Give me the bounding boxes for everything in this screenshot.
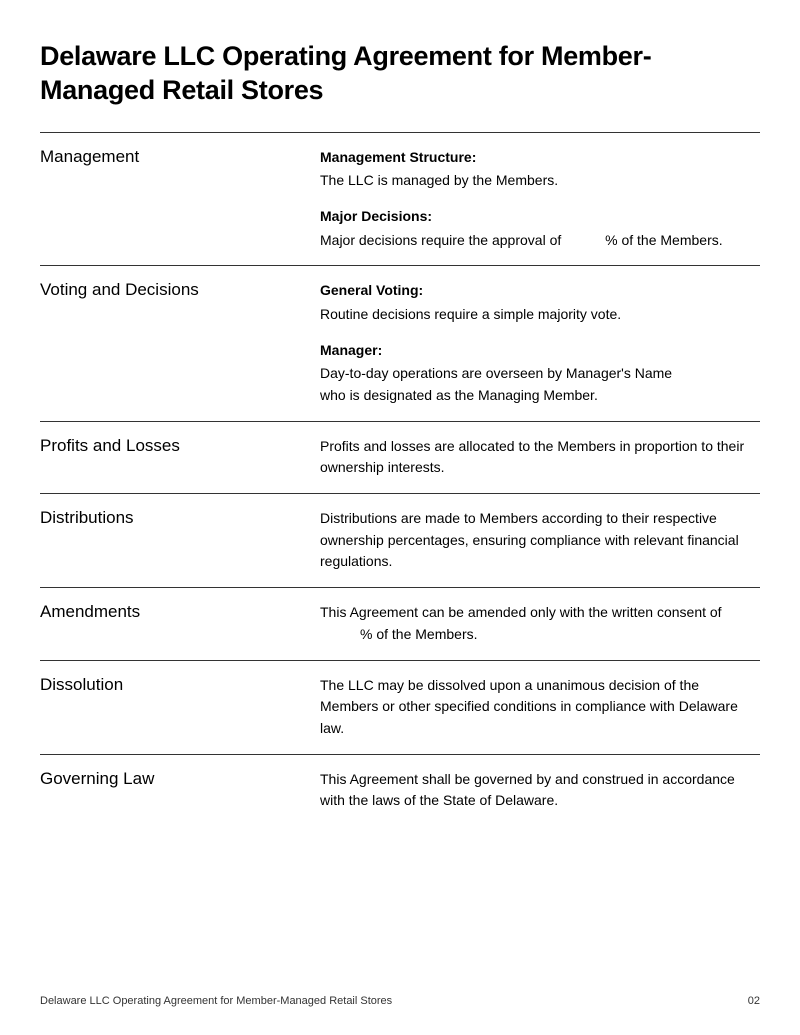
page-title: Delaware LLC Operating Agreement for Mem…	[40, 40, 760, 108]
body-text: Routine decisions require a simple major…	[320, 304, 760, 326]
subheading: Major Decisions:	[320, 206, 760, 228]
body-text: The LLC may be dissolved upon a unanimou…	[320, 675, 760, 740]
subsection: General Voting: Routine decisions requir…	[320, 280, 760, 325]
body-text: Profits and losses are allocated to the …	[320, 436, 760, 479]
body-text: Day-to-day operations are overseen by Ma…	[320, 363, 760, 385]
section-content: Distributions are made to Members accord…	[320, 508, 760, 573]
footer: Delaware LLC Operating Agreement for Mem…	[40, 995, 760, 1007]
text-suffix: % of the Members.	[605, 232, 723, 248]
section-management: Management Management Structure: The LLC…	[40, 132, 760, 266]
text-prefix: This Agreement can be amended only with …	[320, 604, 722, 620]
text-prefix: Day-to-day operations are overseen by	[320, 365, 566, 381]
body-text: Distributions are made to Members accord…	[320, 508, 760, 573]
section-heading: Voting and Decisions	[40, 280, 320, 406]
section-dissolution: Dissolution The LLC may be dissolved upo…	[40, 660, 760, 754]
footer-title: Delaware LLC Operating Agreement for Mem…	[40, 995, 392, 1007]
body-text: Major decisions require the approval of …	[320, 230, 760, 252]
placeholder-text[interactable]: Manager's Name	[566, 365, 672, 381]
subheading: Management Structure:	[320, 147, 760, 169]
section-heading: Distributions	[40, 508, 320, 573]
page-number: 02	[748, 995, 760, 1007]
section-governing: Governing Law This Agreement shall be go…	[40, 754, 760, 826]
body-text: This Agreement shall be governed by and …	[320, 769, 760, 812]
subheading: General Voting:	[320, 280, 760, 302]
section-content: Management Structure: The LLC is managed…	[320, 147, 760, 252]
section-heading: Management	[40, 147, 320, 252]
text-prefix: Major decisions require the approval of	[320, 232, 565, 248]
body-text: who is designated as the Managing Member…	[320, 385, 760, 407]
section-content: This Agreement can be amended only with …	[320, 602, 760, 645]
section-amendments: Amendments This Agreement can be amended…	[40, 587, 760, 659]
section-heading: Dissolution	[40, 675, 320, 740]
section-profits: Profits and Losses Profits and losses ar…	[40, 421, 760, 493]
subsection: Major Decisions: Major decisions require…	[320, 206, 760, 251]
section-content: General Voting: Routine decisions requir…	[320, 280, 760, 406]
body-text: This Agreement can be amended only with …	[320, 602, 760, 645]
section-heading: Governing Law	[40, 769, 320, 812]
text-suffix: % of the Members.	[360, 626, 478, 642]
section-voting: Voting and Decisions General Voting: Rou…	[40, 265, 760, 420]
section-heading: Amendments	[40, 602, 320, 645]
subsection: Management Structure: The LLC is managed…	[320, 147, 760, 192]
body-text: The LLC is managed by the Members.	[320, 170, 760, 192]
section-content: This Agreement shall be governed by and …	[320, 769, 760, 812]
subsection: Manager: Day-to-day operations are overs…	[320, 340, 760, 407]
section-distributions: Distributions Distributions are made to …	[40, 493, 760, 587]
subheading: Manager:	[320, 340, 760, 362]
section-content: The LLC may be dissolved upon a unanimou…	[320, 675, 760, 740]
section-heading: Profits and Losses	[40, 436, 320, 479]
section-content: Profits and losses are allocated to the …	[320, 436, 760, 479]
